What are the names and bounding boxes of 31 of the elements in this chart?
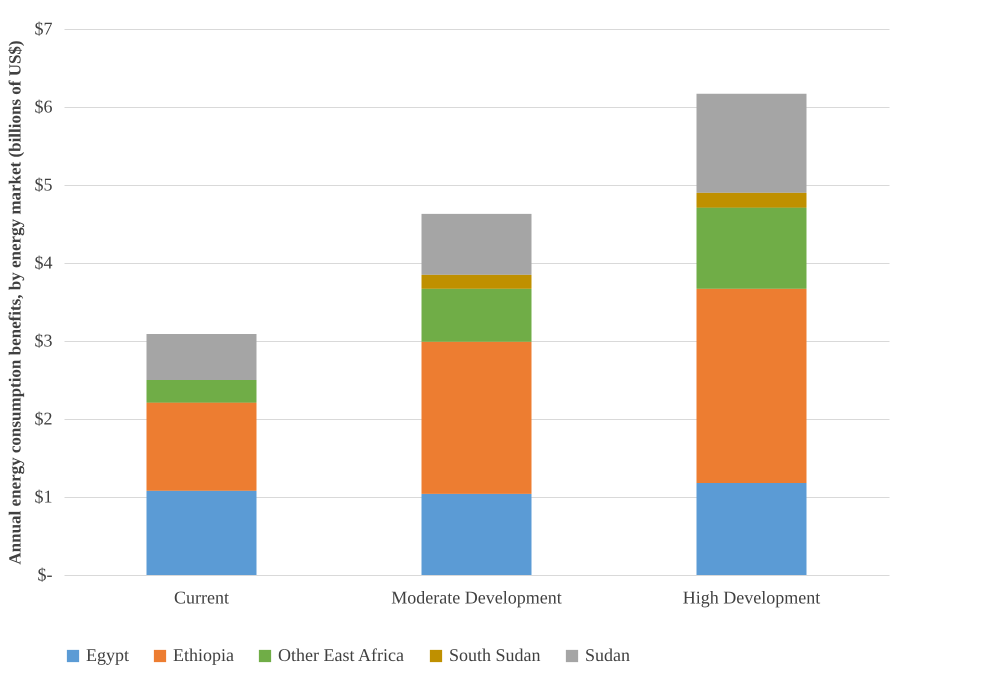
bar: [422, 214, 532, 275]
bar: [422, 494, 532, 575]
y-tick-label: $7: [34, 18, 52, 38]
y-tick-label: $6: [34, 96, 52, 116]
x-tick-label: Moderate Development: [391, 588, 562, 608]
legend-label: Ethiopia: [173, 645, 234, 665]
bar: [146, 402, 256, 491]
y-tick-label: $3: [34, 330, 52, 350]
bar: [696, 192, 806, 208]
legend-label: South Sudan: [449, 645, 541, 665]
bar: [422, 274, 532, 289]
y-axis-title: Annual energy consumption benefits, by energy market (billions of US$): [6, 40, 24, 565]
legend-label: Sudan: [585, 645, 630, 665]
bar: [146, 380, 256, 403]
y-tick-label: $-: [38, 564, 52, 584]
legend-label: Egypt: [86, 645, 129, 665]
y-tick-label: $1: [34, 486, 52, 506]
bar: [696, 288, 806, 483]
x-tick-label: Current: [174, 588, 229, 608]
bar: [696, 482, 806, 575]
y-tick-label: $4: [34, 252, 52, 272]
legend-label: Other East Africa: [278, 645, 404, 665]
y-tick-label: $2: [34, 408, 52, 428]
bar: [422, 342, 532, 494]
bar: [696, 94, 806, 193]
bar: [696, 208, 806, 289]
bar: [146, 334, 256, 380]
x-tick-label: High Development: [682, 588, 820, 608]
y-tick-label: $5: [34, 174, 52, 194]
bar: [146, 490, 256, 575]
bar: [422, 288, 532, 342]
